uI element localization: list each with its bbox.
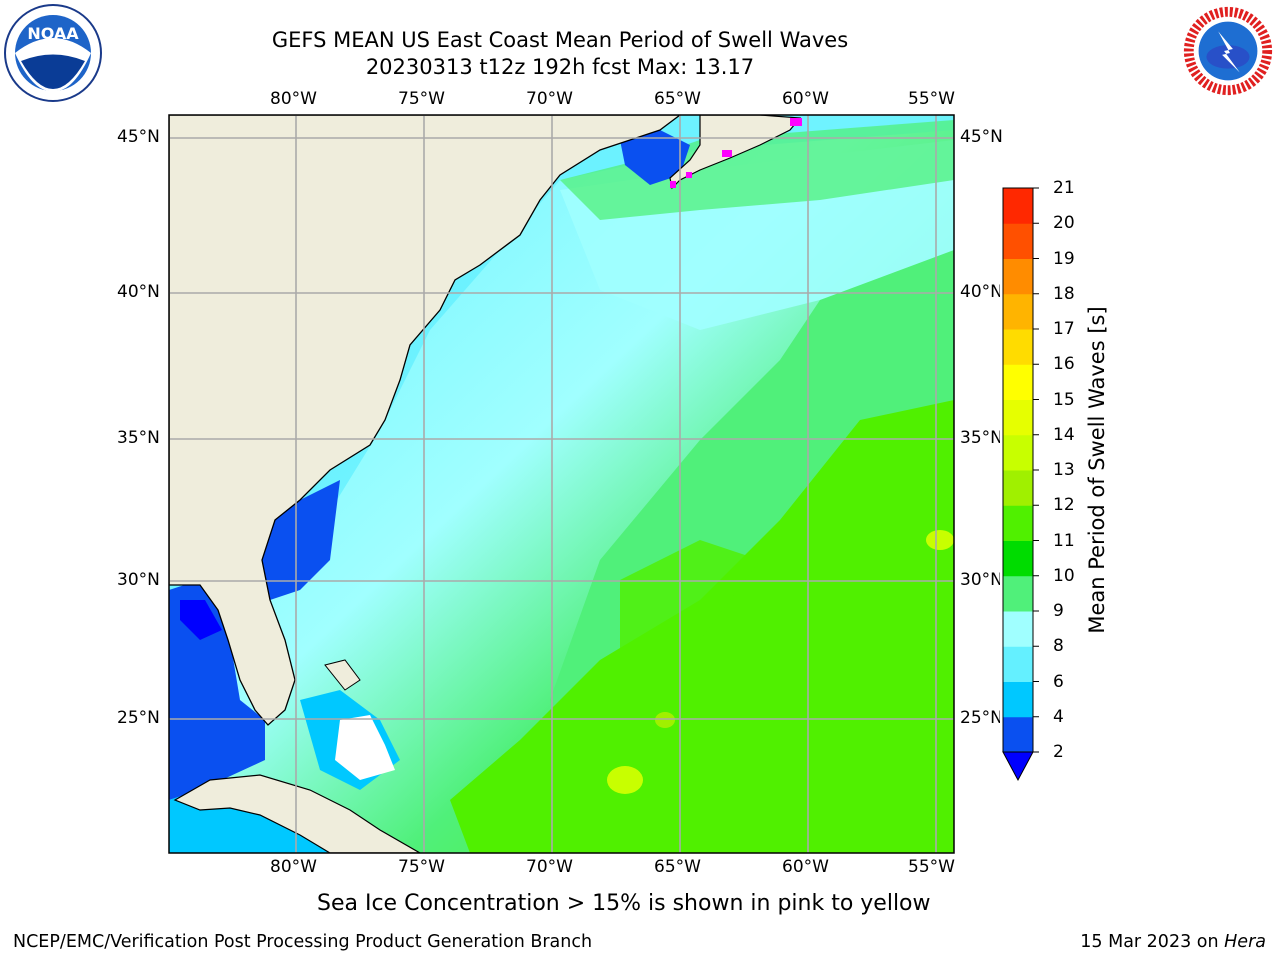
colorbar-tick-label: 14 (1053, 424, 1075, 445)
colorbar-tick-label: 17 (1053, 319, 1075, 339)
lat-label-left-45n: 45°N (117, 127, 160, 147)
lon-label-bottom-80w: 80°W (270, 857, 317, 877)
colorbar-segment (1003, 399, 1033, 436)
lon-label-top-55w: 55°W (908, 89, 955, 109)
lon-label-bottom-60w: 60°W (782, 857, 829, 877)
footer-date-text: 15 Mar 2023 on (1080, 932, 1225, 952)
colorbar-segment (1003, 716, 1033, 753)
colorbar-segment (1003, 258, 1033, 295)
colorbar-segment (1003, 646, 1033, 682)
colorbar-segment (1003, 329, 1033, 365)
colorbar-label: Mean Period of Swell Waves [s] (1085, 306, 1109, 634)
lat-label-right-40n: 40°N (960, 282, 1000, 302)
colorbar-tick-label: 15 (1053, 389, 1075, 410)
footer-date: 15 Mar 2023 on Hera (1080, 932, 1266, 952)
lon-label-top-65w: 65°W (654, 89, 701, 109)
lat-label-right-45n: 45°N (960, 127, 1003, 147)
colorbar-tick-label: 12 (1053, 495, 1075, 516)
colorbar-tick-label: 13 (1053, 460, 1075, 480)
colorbar-tick-label: 10 (1053, 565, 1075, 586)
lat-label-right-30n: 30°N (960, 570, 1000, 590)
colorbar-segment (1003, 611, 1033, 647)
colorbar-tick-label: 2 (1053, 742, 1064, 762)
chart-title: GEFS MEAN US East Coast Mean Period of S… (271, 28, 849, 52)
colorbar-tick-label: 20 (1053, 213, 1075, 234)
lon-label-bottom-70w: 70°W (526, 857, 573, 877)
colorbar-segment (1003, 575, 1033, 612)
colorbar-tick-label: 21 (1053, 178, 1075, 198)
chart-subtitle: 20230313 t12z 192h fcst Max: 13.17 (365, 55, 755, 79)
map-frame (168, 114, 955, 854)
nws-logo-icon (1180, 3, 1276, 99)
lon-label-bottom-75w: 75°W (398, 857, 445, 877)
noaa-logo-icon: NOAA (4, 4, 102, 102)
colorbar-tick-label: 16 (1053, 354, 1075, 375)
colorbar-tick-label: 8 (1053, 636, 1064, 657)
colorbar-tick-label: 19 (1053, 248, 1075, 269)
lat-label-left-25n: 25°N (117, 708, 160, 728)
colorbar-tick-label: 4 (1053, 706, 1064, 727)
colorbar-segment (1003, 540, 1033, 577)
colorbar (1002, 187, 1039, 782)
noaa-logo-text: NOAA (27, 24, 79, 43)
colorbar-segment (1003, 505, 1033, 541)
colorbar-segment (1003, 293, 1033, 330)
colorbar-tick-label: 18 (1053, 283, 1075, 304)
lon-label-bottom-55w: 55°W (908, 857, 955, 877)
lat-label-left-35n: 35°N (117, 428, 160, 448)
lat-label-right-35n: 35°N (960, 428, 1000, 448)
footer-machine: Hera (1224, 932, 1266, 952)
colorbar-segment (1003, 188, 1033, 224)
colorbar-tick-label: 6 (1053, 671, 1064, 692)
lon-label-top-75w: 75°W (398, 89, 445, 109)
colorbar-under-arrow (1002, 751, 1034, 782)
footer-credit: NCEP/EMC/Verification Post Processing Pr… (13, 932, 593, 952)
lon-label-top-60w: 60°W (782, 89, 829, 109)
colorbar-segment (1003, 470, 1033, 506)
lon-label-top-80w: 80°W (270, 89, 317, 109)
lat-label-left-30n: 30°N (117, 570, 160, 590)
lon-label-bottom-65w: 65°W (654, 857, 701, 877)
colorbar-segment (1003, 223, 1033, 259)
lat-label-right-25n: 25°N (960, 708, 1000, 728)
colorbar-segment (1003, 364, 1033, 400)
map-field (169, 115, 954, 853)
colorbar-tick-label: 11 (1053, 530, 1075, 551)
sea-ice-note: Sea Ice Concentration > 15% is shown in … (317, 891, 931, 916)
colorbar-segment (1003, 681, 1033, 718)
lat-label-left-40n: 40°N (117, 282, 160, 302)
lon-label-top-70w: 70°W (526, 89, 573, 109)
colorbar-segment (1003, 434, 1033, 471)
colorbar-tick-label: 9 (1053, 601, 1064, 621)
